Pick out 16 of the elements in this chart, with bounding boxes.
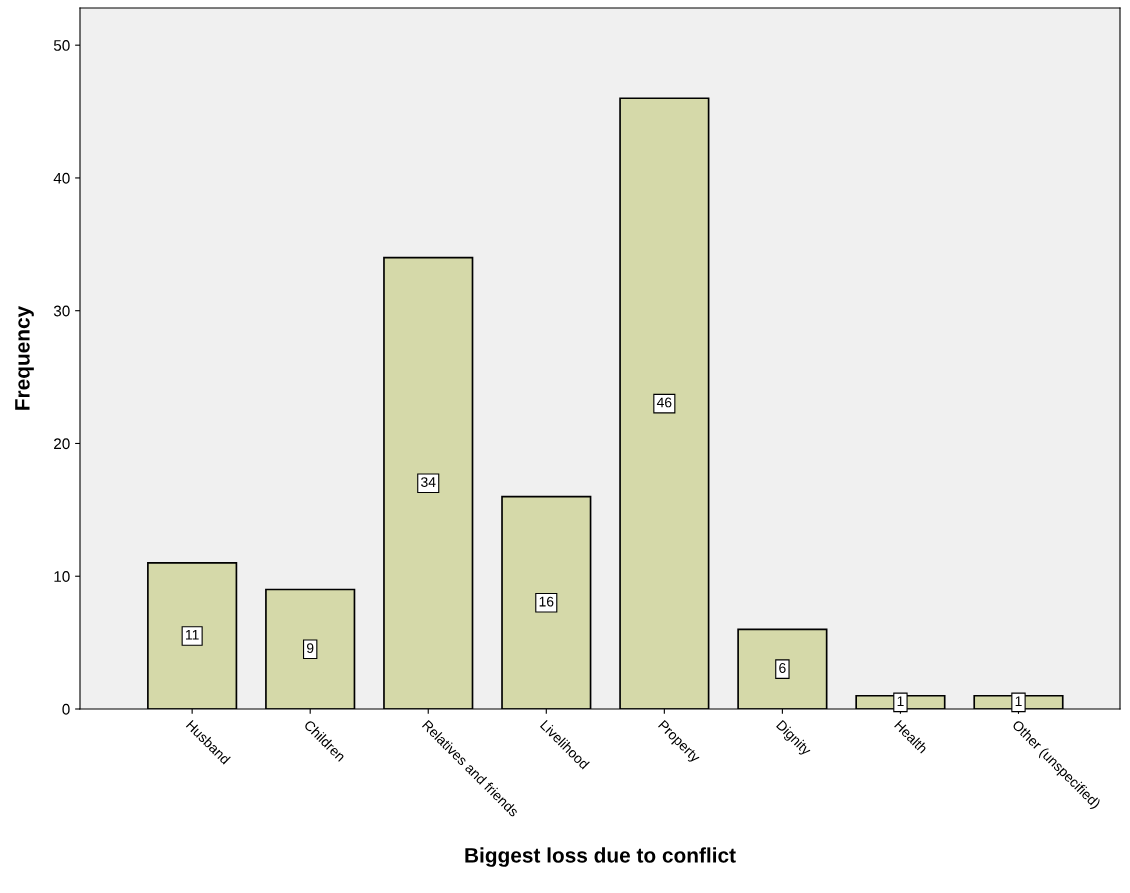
data-label: 11 <box>185 630 199 640</box>
data-label: 16 <box>539 596 554 607</box>
x-axis-title: Biggest loss due to conflict <box>465 847 736 867</box>
data-label: 46 <box>656 397 672 408</box>
data-label: 1 <box>897 696 904 706</box>
data-label: 6 <box>779 663 786 673</box>
data-label: 9 <box>306 643 314 653</box>
y-tick-label: 10 <box>54 571 70 582</box>
y-tick-label: 0 <box>62 703 70 715</box>
data-label: 34 <box>421 477 436 488</box>
y-axis-title: Frequency <box>15 305 34 410</box>
y-tick-label: 30 <box>53 305 70 317</box>
y-tick-label: 40 <box>53 172 70 184</box>
y-tick-label: 50 <box>53 40 70 51</box>
y-tick-label: 20 <box>54 438 70 450</box>
data-label: 1 <box>1015 696 1022 706</box>
